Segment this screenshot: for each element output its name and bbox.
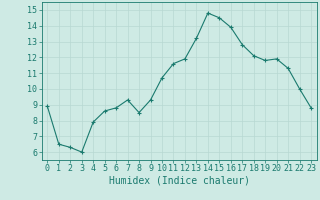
X-axis label: Humidex (Indice chaleur): Humidex (Indice chaleur) bbox=[109, 176, 250, 186]
